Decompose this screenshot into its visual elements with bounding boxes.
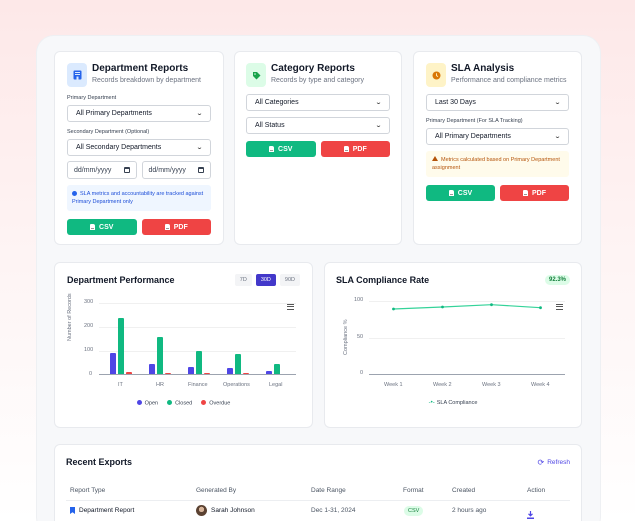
bar-legal-closed[interactable] <box>274 364 280 374</box>
export-pdf-button[interactable]: PDF <box>500 185 569 201</box>
department-reports-card: Department Reports Records breakdown by … <box>54 51 224 245</box>
secondary-department-label: Secondary Department (Optional) <box>67 129 150 135</box>
building-icon <box>67 63 87 87</box>
refresh-icon: ⟳ <box>537 458 545 467</box>
file-icon <box>164 224 170 230</box>
format-badge: CSV <box>404 506 424 516</box>
export-pdf-button[interactable]: PDF <box>141 219 211 235</box>
export-csv-button[interactable]: CSV <box>426 185 495 201</box>
card-subtitle: Records breakdown by department <box>92 77 201 84</box>
date-from-input[interactable]: dd/mm/yyyy <box>67 161 137 179</box>
chevron-down-icon: ⌄ <box>195 145 204 151</box>
chevron-down-icon: ⌄ <box>553 134 562 140</box>
export-pdf-button[interactable]: PDF <box>320 141 390 157</box>
column-header: Action <box>527 487 546 494</box>
primary-department-label: Primary Department <box>67 95 117 101</box>
bar-operations-overdue[interactable] <box>243 373 249 374</box>
sla-analysis-card: SLA Analysis Performance and compliance … <box>413 51 582 245</box>
bar-plot-area <box>99 303 296 375</box>
period-select[interactable]: Last 30 Days ⌄ <box>426 94 569 111</box>
bar-operations-closed[interactable] <box>235 354 241 374</box>
chart-title: SLA Compliance Rate <box>336 275 430 285</box>
sla-warning-note: Metrics calculated based on Primary Depa… <box>426 151 569 177</box>
department-performance-card: Department Performance 7D 30D 90D Number… <box>54 262 313 428</box>
chevron-down-icon: ⌄ <box>195 111 204 117</box>
table-row[interactable]: Department Report Sarah Johnson Dec 1-31… <box>55 501 581 521</box>
tag-icon <box>246 63 266 87</box>
category-reports-card: Category Reports Records by type and cat… <box>234 51 402 245</box>
sla-primary-department-select[interactable]: All Primary Departments ⌄ <box>426 128 569 145</box>
file-icon <box>448 190 454 196</box>
range-7d-button[interactable]: 7D <box>234 274 252 286</box>
file-icon <box>90 224 96 230</box>
chart-legend: -•- SLA Compliance <box>325 400 581 406</box>
column-header: Format <box>403 487 424 494</box>
column-header: Generated By <box>196 487 237 494</box>
date-to-input[interactable]: dd/mm/yyyy <box>141 161 211 179</box>
section-title: Recent Exports <box>66 457 133 467</box>
chart-menu-icon[interactable] <box>287 304 294 310</box>
primary-department-select[interactable]: All Primary Departments ⌄ <box>67 105 211 122</box>
chevron-down-icon: ⌄ <box>374 100 383 106</box>
card-subtitle: Performance and compliance metrics <box>451 77 567 84</box>
card-subtitle: Records by type and category <box>271 77 364 84</box>
card-title: SLA Analysis <box>451 63 515 74</box>
avatar <box>196 505 207 516</box>
recent-exports-card: Recent Exports ⟳ Refresh Report Type Gene… <box>54 444 582 521</box>
bookmark-icon <box>70 507 75 514</box>
range-90d-button[interactable]: 90D <box>279 274 300 286</box>
bar-it-open[interactable] <box>110 353 116 374</box>
chevron-down-icon: ⌄ <box>553 100 562 106</box>
refresh-button[interactable]: ⟳ Refresh <box>537 458 570 467</box>
secondary-department-select[interactable]: All Secondary Departments ⌄ <box>67 139 211 156</box>
file-icon <box>269 146 275 152</box>
bar-finance-closed[interactable] <box>196 351 202 374</box>
bar-operations-open[interactable] <box>227 368 233 374</box>
export-csv-button[interactable]: CSV <box>67 219 137 235</box>
chart-legend: Open Closed Overdue <box>55 400 312 407</box>
bar-it-overdue[interactable] <box>126 371 132 374</box>
file-icon <box>343 146 349 152</box>
clock-icon <box>426 63 446 87</box>
bar-hr-open[interactable] <box>149 364 155 374</box>
status-select[interactable]: All Status ⌄ <box>246 117 390 134</box>
y-axis-label: Compliance % <box>343 319 349 355</box>
chart-title: Department Performance <box>67 275 175 285</box>
legend-open[interactable]: Open <box>136 400 158 407</box>
file-icon <box>523 190 528 196</box>
column-header: Created <box>452 487 476 494</box>
y-axis-label: Number of Records <box>67 293 73 341</box>
export-csv-button[interactable]: CSV <box>246 141 316 157</box>
legend-overdue[interactable]: Overdue <box>201 400 230 407</box>
calendar-icon[interactable] <box>198 167 204 173</box>
sla-info-note: SLA metrics and accountability are track… <box>67 185 211 211</box>
compliance-line <box>392 303 542 311</box>
legend-closed[interactable]: Closed <box>167 400 192 407</box>
bar-it-closed[interactable] <box>118 318 124 374</box>
card-title: Category Reports <box>271 63 355 74</box>
chevron-down-icon: ⌄ <box>374 123 383 129</box>
card-title: Department Reports <box>92 63 189 74</box>
sla-compliance-card: SLA Compliance Rate 92.3% Compliance % 1… <box>324 262 582 428</box>
download-icon[interactable] <box>527 506 534 519</box>
warning-icon <box>432 156 438 161</box>
sla-primary-department-label: Primary Department (For SLA Tracking) <box>426 118 523 124</box>
bar-hr-overdue[interactable] <box>165 373 171 374</box>
range-30d-button[interactable]: 30D <box>255 274 276 286</box>
info-icon <box>72 190 77 196</box>
legend-sla-compliance[interactable]: -•- SLA Compliance <box>428 400 478 406</box>
bar-legal-open[interactable] <box>266 371 272 374</box>
column-header: Date Range <box>311 487 346 494</box>
calendar-icon[interactable] <box>123 167 130 173</box>
bar-hr-closed[interactable] <box>157 337 163 374</box>
compliance-rate-badge: 92.3% <box>544 275 570 285</box>
chart-menu-icon[interactable] <box>556 304 563 310</box>
bar-finance-overdue[interactable] <box>204 373 210 374</box>
bar-finance-open[interactable] <box>188 367 194 374</box>
column-header: Report Type <box>70 487 106 494</box>
category-select[interactable]: All Categories ⌄ <box>246 94 390 111</box>
